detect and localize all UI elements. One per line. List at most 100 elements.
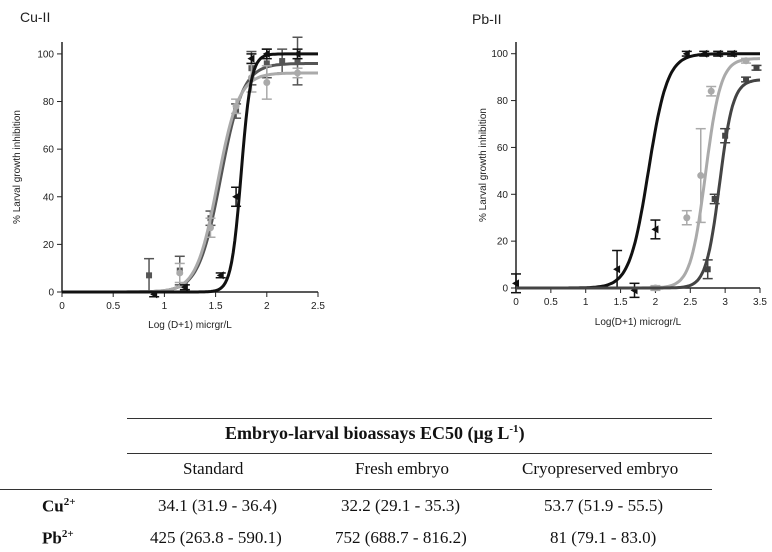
chart-pb-ii: Pb-II 0 0.5 1 1.5 2 2.5 3 3.5 0 20 40 60 80 100 Log(D+1… xyxy=(472,11,767,328)
x-tick-label: 1 xyxy=(583,297,589,308)
data-point xyxy=(697,172,705,180)
data-point xyxy=(232,192,240,201)
fit-curve xyxy=(516,57,760,290)
y-tick-label: 0 xyxy=(48,288,54,299)
data-point xyxy=(247,54,255,63)
x-tick-label: 3 xyxy=(722,297,728,308)
data-point xyxy=(683,214,691,222)
data-point xyxy=(293,49,301,58)
cell-cu-cryo: 53.7 (51.9 - 55.5) xyxy=(544,496,663,515)
data-point xyxy=(742,57,750,65)
table-header-rule xyxy=(127,453,712,454)
y-tick-label: 80 xyxy=(497,96,509,107)
x-tick-label: 2 xyxy=(264,301,270,312)
x-tick-label: 1.5 xyxy=(209,301,223,312)
data-point xyxy=(711,195,718,202)
x-axis-label: Log (D+1) micrgr/L xyxy=(148,320,232,331)
data-point xyxy=(707,87,715,95)
data-point xyxy=(722,132,729,139)
x-tick-label: 2.5 xyxy=(683,297,697,308)
data-point xyxy=(294,69,302,77)
data-point xyxy=(700,49,708,58)
row-label-cu: Cu2+ xyxy=(42,496,76,517)
fit-curve xyxy=(516,78,761,290)
y-axis-label: % Larval growth inhibition xyxy=(478,108,489,222)
data-point xyxy=(206,224,214,232)
x-axis-label: Log(D+1) microgr/L xyxy=(595,317,682,328)
data-point xyxy=(262,49,270,58)
cell-pb-standard: 425 (263.8 - 590.1) xyxy=(150,528,282,547)
data-point xyxy=(176,269,184,277)
ec50-table: Embryo-larval bioassays EC50 (µg L-1) St… xyxy=(0,415,772,552)
chart-title: Cu-II xyxy=(20,9,50,25)
data-point xyxy=(294,58,301,65)
table-column-rule xyxy=(0,489,712,490)
y-tick-label: 20 xyxy=(43,240,55,251)
data-point xyxy=(651,225,659,234)
chart-cu-ii: Cu-II 0 0.5 1 1.5 2 2.5 0 20 40 60 80 100 Log (D+1) m… xyxy=(12,9,325,331)
y-tick-label: 60 xyxy=(497,143,509,154)
row-label-cu-text: Cu xyxy=(42,496,64,516)
data-point xyxy=(180,283,188,292)
y-tick-label: 20 xyxy=(497,237,509,248)
series-1 xyxy=(62,36,318,294)
cell-pb-fresh: 752 (688.7 - 816.2) xyxy=(335,528,467,547)
table-title-sup: -1 xyxy=(509,423,519,435)
y-tick-label: 40 xyxy=(43,192,55,203)
data-point xyxy=(146,272,153,279)
x-tick-label: 2.5 xyxy=(311,301,325,312)
y-tick-label: 100 xyxy=(37,49,54,60)
table-top-rule xyxy=(127,418,712,419)
row-label-pb: Pb2+ xyxy=(42,528,74,549)
column-header-fresh: Fresh embryo xyxy=(355,459,449,478)
fit-curve xyxy=(62,52,318,294)
y-tick-label: 0 xyxy=(502,284,508,295)
y-tick-label: 60 xyxy=(43,145,55,156)
series-1 xyxy=(511,49,760,299)
data-point xyxy=(512,279,519,288)
x-tick-label: 0.5 xyxy=(106,301,120,312)
x-tick-label: 0 xyxy=(59,301,65,312)
y-axis-label: % Larval growth inhibition xyxy=(12,110,23,224)
series-2 xyxy=(516,57,760,292)
data-point xyxy=(728,49,736,58)
series-3 xyxy=(62,48,318,299)
data-point xyxy=(743,76,750,83)
y-tick-label: 40 xyxy=(497,190,509,201)
cell-pb-cryo: 81 (79.1 - 83.0) xyxy=(550,528,657,547)
data-point xyxy=(682,49,690,58)
x-tick-label: 0.5 xyxy=(544,297,558,308)
x-tick-label: 2 xyxy=(653,297,659,308)
table-title-end: ) xyxy=(518,423,525,443)
data-point xyxy=(150,290,158,299)
column-header-cryopreserved: Cryopreserved embryo xyxy=(522,459,679,478)
table-title: Embryo-larval bioassays EC50 (µg L-1) xyxy=(225,423,525,444)
data-point xyxy=(704,266,711,273)
data-point xyxy=(263,78,271,86)
x-tick-label: 3.5 xyxy=(753,297,767,308)
y-tick-label: 80 xyxy=(43,97,55,108)
fit-curve xyxy=(516,52,760,290)
data-point xyxy=(232,102,240,110)
series-2 xyxy=(62,62,318,294)
data-point xyxy=(216,271,224,280)
row-label-pb-sup: 2+ xyxy=(61,528,74,540)
y-tick-label: 100 xyxy=(491,49,508,60)
cell-cu-fresh: 32.2 (29.1 - 35.3) xyxy=(341,496,460,515)
x-tick-label: 0 xyxy=(513,297,519,308)
chart-title: Pb-II xyxy=(472,11,502,27)
fit-curve xyxy=(62,71,318,294)
data-point xyxy=(753,64,760,71)
data-point xyxy=(613,265,621,274)
data-point xyxy=(263,60,270,67)
row-label-pb-text: Pb xyxy=(42,528,62,548)
fit-curve xyxy=(62,62,318,294)
column-header-standard: Standard xyxy=(183,459,244,478)
table-title-text: Embryo-larval bioassays EC50 (µg L xyxy=(225,423,510,443)
row-label-cu-sup: 2+ xyxy=(63,496,76,508)
data-point xyxy=(279,58,286,65)
cell-cu-standard: 34.1 (31.9 - 36.4) xyxy=(158,496,277,515)
series-3 xyxy=(516,64,762,290)
x-tick-label: 1.5 xyxy=(614,297,628,308)
